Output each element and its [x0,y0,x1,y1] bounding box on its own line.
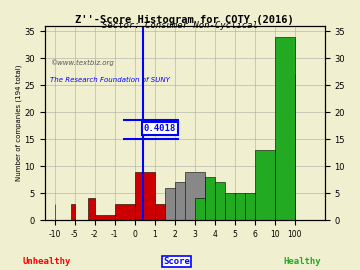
Text: ©www.textbiz.org: ©www.textbiz.org [50,59,114,66]
Text: Sector: Consumer Non-Cyclical: Sector: Consumer Non-Cyclical [102,21,258,30]
Bar [71,204,75,220]
Title: Z''-Score Histogram for COTY (2016): Z''-Score Histogram for COTY (2016) [75,15,294,25]
Text: Healthy: Healthy [284,257,321,266]
Bar [235,193,245,220]
Bar [95,215,114,220]
Text: The Research Foundation of SUNY: The Research Foundation of SUNY [50,77,170,83]
Text: Unhealthy: Unhealthy [23,257,71,266]
Bar [135,171,155,220]
Bar [215,182,225,220]
Bar [275,37,294,220]
Bar [155,204,175,220]
Bar [88,198,95,220]
Text: Score: Score [163,257,190,266]
Text: 0.4018: 0.4018 [144,124,176,133]
Bar [114,204,135,220]
Y-axis label: Number of companies (194 total): Number of companies (194 total) [15,65,22,181]
Bar [165,188,185,220]
Bar [185,171,204,220]
Bar [175,182,195,220]
Bar [195,198,204,220]
Bar [204,177,215,220]
Bar [245,193,255,220]
Bar [255,150,275,220]
Bar [225,193,235,220]
